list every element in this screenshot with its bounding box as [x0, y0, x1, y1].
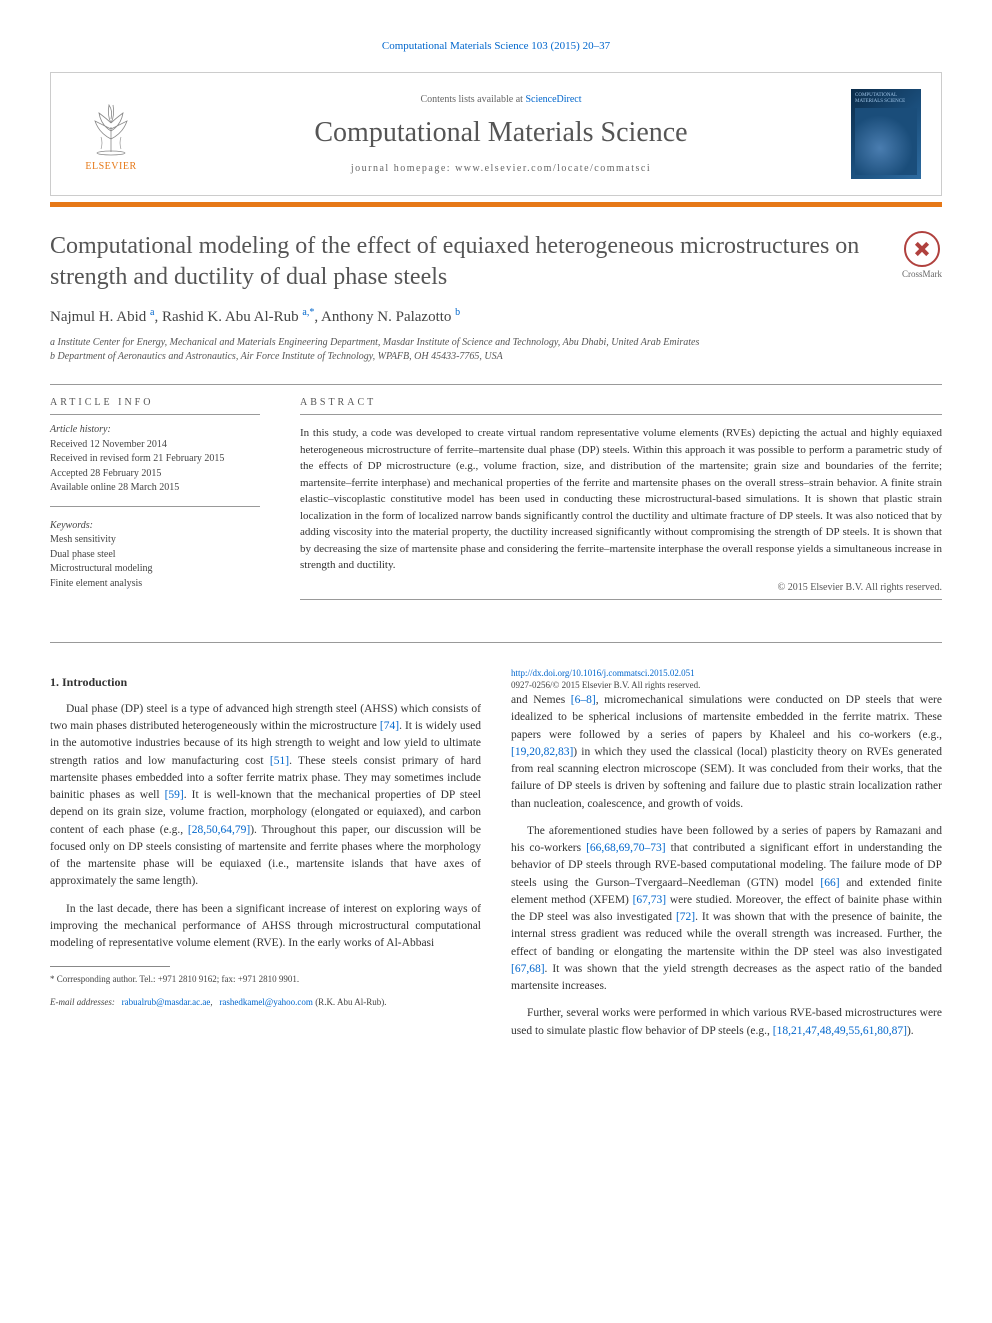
author-list: Najmul H. Abid a, Rashid K. Abu Al-Rub a…: [50, 307, 942, 326]
footnote-divider: [50, 966, 170, 967]
body-paragraph: and Nemes [6–8], micromechanical simulat…: [511, 692, 942, 813]
contents-prefix: Contents lists available at: [420, 94, 525, 105]
date-revised: Received in revised form 21 February 201…: [50, 452, 260, 467]
keyword: Finite element analysis: [50, 577, 260, 592]
citation-link[interactable]: [6–8]: [571, 694, 596, 706]
citation-link[interactable]: [51]: [270, 755, 289, 767]
body-paragraph: Further, several works were performed in…: [511, 1005, 942, 1040]
keywords-label: Keywords:: [50, 519, 260, 534]
crossmark-icon: [904, 231, 940, 267]
info-heading: ARTICLE INFO: [50, 397, 260, 408]
divider: [50, 642, 942, 643]
divider: [300, 599, 942, 600]
abstract-heading: ABSTRACT: [300, 397, 942, 408]
email-label: E-mail addresses:: [50, 997, 115, 1007]
corresponding-footnote: * Corresponding author. Tel.: +971 2810 …: [50, 973, 481, 986]
corr-name: (R.K. Abu Al-Rub).: [315, 997, 386, 1007]
date-received: Received 12 November 2014: [50, 438, 260, 453]
abstract: ABSTRACT In this study, a code was devel…: [300, 397, 942, 612]
citation-link[interactable]: [67,68]: [511, 963, 545, 975]
homepage-line: journal homepage: www.elsevier.com/locat…: [171, 163, 831, 174]
body-paragraph: Dual phase (DP) steel is a type of advan…: [50, 701, 481, 891]
citation-link[interactable]: [19,20,82,83]: [511, 746, 573, 758]
publisher-logo-block: ELSEVIER: [71, 97, 151, 172]
publisher-name: ELSEVIER: [85, 161, 136, 172]
homepage-label: journal homepage:: [351, 163, 455, 174]
email-link[interactable]: rabualrub@masdar.ac.ae: [122, 997, 211, 1007]
sciencedirect-link[interactable]: ScienceDirect: [525, 94, 581, 105]
abstract-copyright: © 2015 Elsevier B.V. All rights reserved…: [300, 582, 942, 593]
keyword: Dual phase steel: [50, 548, 260, 563]
citation-link[interactable]: [74]: [380, 720, 399, 732]
abstract-text: In this study, a code was developed to c…: [300, 425, 942, 574]
citation-link[interactable]: [18,21,47,48,49,55,61,80,87]: [773, 1025, 907, 1037]
elsevier-tree-icon: [81, 97, 141, 157]
date-accepted: Accepted 28 February 2015: [50, 467, 260, 482]
issn-copyright: 0927-0256/© 2015 Elsevier B.V. All right…: [511, 680, 700, 690]
citation-link[interactable]: [72]: [676, 911, 695, 923]
email-footnote: E-mail addresses: rabualrub@masdar.ac.ae…: [50, 996, 481, 1009]
citation-link[interactable]: [66,68,69,70–73]: [586, 842, 666, 854]
header-center: Contents lists available at ScienceDirec…: [171, 94, 831, 174]
contents-available: Contents lists available at ScienceDirec…: [171, 94, 831, 105]
cover-text: COMPUTATIONAL MATERIALS SCIENCE: [855, 93, 917, 104]
date-online: Available online 28 March 2015: [50, 481, 260, 496]
keyword: Mesh sensitivity: [50, 533, 260, 548]
history-label: Article history:: [50, 423, 260, 438]
doi-link[interactable]: http://dx.doi.org/10.1016/j.commatsci.20…: [511, 668, 695, 678]
affiliations: a Institute Center for Energy, Mechanica…: [50, 336, 942, 364]
citation-link[interactable]: [59]: [165, 789, 184, 801]
citation-link[interactable]: [28,50,64,79]: [188, 824, 250, 836]
body-paragraph: The aforementioned studies have been fol…: [511, 823, 942, 996]
affiliation-b: b Department of Aeronautics and Astronau…: [50, 350, 942, 364]
crossmark-widget[interactable]: CrossMark: [902, 231, 942, 279]
citation-link[interactable]: [66]: [820, 877, 839, 889]
crossmark-label: CrossMark: [902, 269, 942, 279]
article-body: 1. Introduction Dual phase (DP) steel is…: [50, 667, 942, 1040]
article-title: Computational modeling of the effect of …: [50, 231, 882, 293]
affiliation-a: a Institute Center for Energy, Mechanica…: [50, 336, 942, 350]
journal-name: Computational Materials Science: [171, 117, 831, 149]
section-heading: 1. Introduction: [50, 673, 481, 691]
journal-header: ELSEVIER Contents lists available at Sci…: [50, 72, 942, 196]
orange-divider: [50, 202, 942, 207]
divider: [50, 384, 942, 385]
homepage-url[interactable]: www.elsevier.com/locate/commatsci: [455, 163, 651, 174]
body-paragraph: In the last decade, there has been a sig…: [50, 901, 481, 953]
keyword: Microstructural modeling: [50, 562, 260, 577]
journal-cover-thumb: COMPUTATIONAL MATERIALS SCIENCE: [851, 89, 921, 179]
footer-block: http://dx.doi.org/10.1016/j.commatsci.20…: [511, 667, 942, 692]
article-info: ARTICLE INFO Article history: Received 1…: [50, 397, 260, 612]
citation-link[interactable]: [67,73]: [633, 894, 667, 906]
email-link[interactable]: rashedkamel@yahoo.com: [219, 997, 313, 1007]
journal-reference: Computational Materials Science 103 (201…: [50, 40, 942, 52]
